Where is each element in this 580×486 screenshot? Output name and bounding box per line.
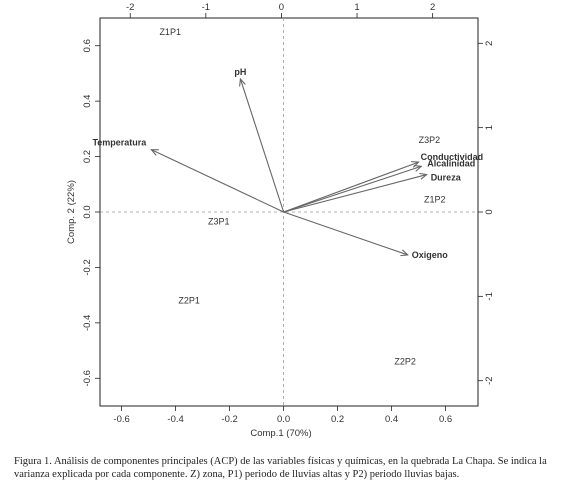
sample-label: Z2P1	[178, 296, 200, 306]
sample-label: Z1P1	[159, 27, 181, 37]
y-tick-label: 0.6	[82, 39, 93, 52]
x-tick-label: -0.2	[221, 414, 237, 425]
y-tick-label: 0.4	[82, 95, 93, 108]
loading-arrow	[283, 175, 427, 213]
loading-arrow	[283, 162, 419, 213]
x-axis-title: Comp.1 (70%)	[250, 428, 311, 439]
top-tick-label: 2	[430, 2, 435, 13]
y-tick-label: -0.4	[82, 315, 93, 331]
variable-label: Oxigeno	[412, 250, 449, 260]
y-tick-label: 0.2	[82, 150, 93, 163]
y-tick-label: 0.0	[82, 205, 93, 218]
figure-caption: Figura 1. Análisis de componentes princi…	[14, 456, 547, 480]
variable-label: pH	[234, 67, 246, 77]
top-tick-label: 1	[354, 2, 359, 13]
right-tick-label: 0	[484, 209, 495, 214]
sample-label: Z2P2	[394, 357, 416, 367]
sample-label: Z1P2	[424, 195, 446, 205]
top-tick-label: -1	[202, 2, 210, 13]
loading-arrow	[283, 166, 422, 213]
x-tick-label: 0.0	[277, 414, 290, 425]
right-tick-label: -2	[484, 376, 495, 384]
top-tick-label: 0	[279, 2, 284, 13]
top-tick-label: -2	[126, 2, 134, 13]
variable-label: Conductividad	[421, 152, 484, 162]
x-tick-label: -0.6	[113, 414, 129, 425]
variable-label: Alcalinidad	[427, 158, 475, 168]
x-tick-label: 0.2	[331, 414, 344, 425]
pca-biplot: -0.6 -0.4 -0.2 0.0 0.2 0.4 0.6 -0.6 -0.4 -0.2 0.0 0…	[66, 2, 495, 439]
y-tick-label: -0.6	[82, 370, 93, 386]
variable-label: Dureza	[431, 173, 462, 183]
right-tick-label: 1	[484, 125, 495, 130]
loading-arrow	[151, 150, 284, 213]
sample-label: Z3P2	[419, 135, 441, 145]
right-tick-label: 2	[484, 41, 495, 46]
x-tick-label: -0.4	[167, 414, 183, 425]
variable-label: Temperatura	[92, 138, 147, 148]
y-axis-title: Comp. 2 (22%)	[66, 180, 77, 244]
loading-arrow	[240, 79, 285, 213]
sample-label: Z3P1	[208, 217, 230, 227]
x-tick-label: 0.6	[439, 414, 452, 425]
right-tick-label: -1	[484, 292, 495, 300]
y-tick-label: -0.2	[82, 259, 93, 275]
x-tick-label: 0.4	[385, 414, 398, 425]
loading-arrow	[283, 211, 408, 255]
